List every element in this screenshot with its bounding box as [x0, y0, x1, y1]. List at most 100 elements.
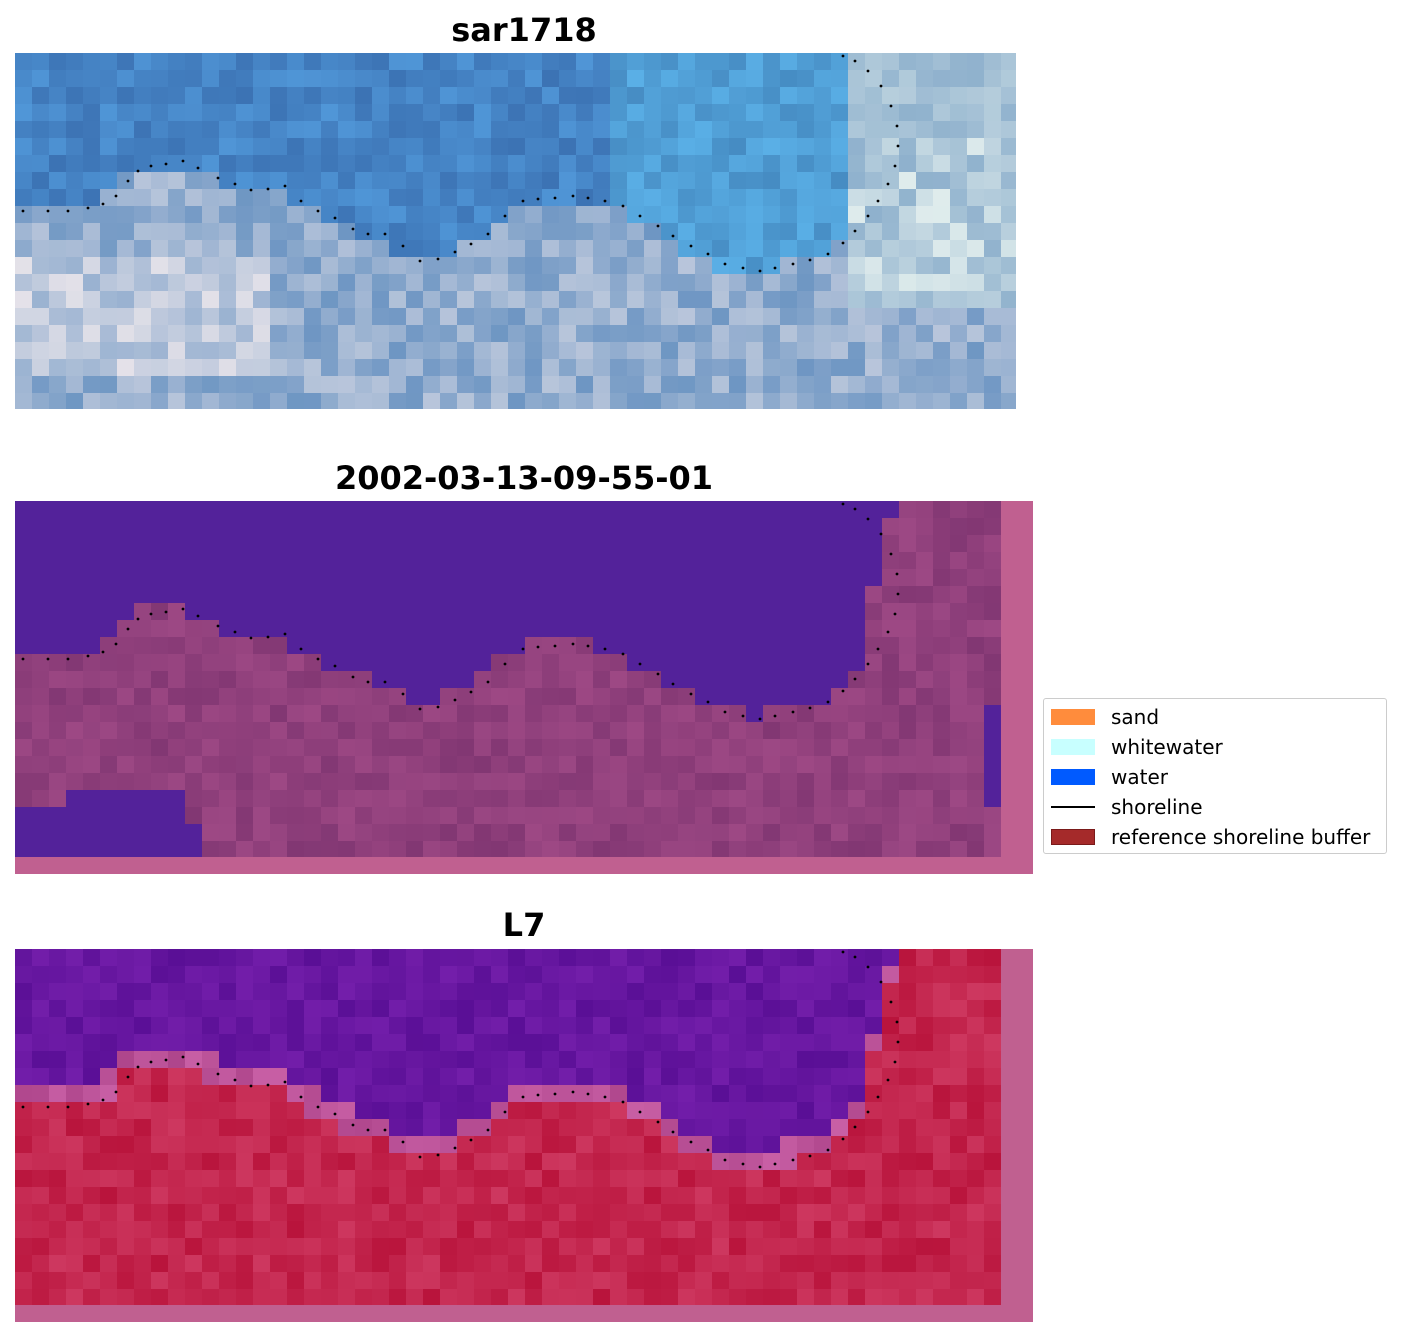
image-pixel — [695, 1221, 712, 1238]
image-pixel — [576, 206, 593, 223]
image-pixel — [916, 637, 933, 654]
image-pixel — [542, 671, 559, 688]
image-pixel — [814, 1136, 831, 1153]
image-pixel — [508, 654, 525, 671]
image-pixel — [185, 983, 202, 1000]
image-pixel — [814, 688, 831, 705]
image-pixel — [100, 620, 117, 637]
image-pixel — [202, 671, 219, 688]
image-pixel — [134, 586, 151, 603]
image-pixel — [831, 620, 848, 637]
image-pixel — [134, 569, 151, 586]
image-pixel — [712, 983, 729, 1000]
image-pixel — [967, 569, 984, 586]
image-pixel — [508, 688, 525, 705]
image-pixel — [15, 1255, 32, 1272]
image-pixel — [355, 603, 372, 620]
image-pixel — [576, 1136, 593, 1153]
image-pixel — [729, 1017, 746, 1034]
image-pixel — [899, 342, 916, 359]
image-pixel — [236, 824, 253, 841]
image-pixel — [508, 121, 525, 138]
image-pixel — [219, 155, 236, 172]
image-pixel — [542, 603, 559, 620]
image-pixel — [185, 620, 202, 637]
shoreline-point — [383, 1128, 387, 1132]
image-pixel — [168, 603, 185, 620]
image-pixel — [797, 291, 814, 308]
image-pixel — [134, 1255, 151, 1272]
image-pixel — [593, 620, 610, 637]
image-pixel — [916, 620, 933, 637]
image-pixel — [848, 104, 865, 121]
image-pixel — [542, 1102, 559, 1119]
image-pixel — [100, 569, 117, 586]
image-pixel — [321, 1221, 338, 1238]
image-pixel — [134, 1170, 151, 1187]
image-pixel — [763, 790, 780, 807]
image-pixel — [882, 342, 899, 359]
rgb-image — [15, 53, 1016, 409]
image-pixel — [134, 983, 151, 1000]
image-pixel — [491, 1170, 508, 1187]
image-pixel — [916, 654, 933, 671]
shoreline-point — [876, 647, 880, 651]
image-pixel — [168, 1221, 185, 1238]
image-pixel — [848, 308, 865, 325]
image-pixel — [423, 518, 440, 535]
image-pixel — [321, 569, 338, 586]
image-pixel — [627, 291, 644, 308]
image-pixel — [933, 807, 950, 824]
image-pixel — [916, 325, 933, 342]
image-pixel — [440, 1102, 457, 1119]
image-pixel — [66, 569, 83, 586]
image-pixel — [49, 1085, 66, 1102]
image-pixel — [236, 1051, 253, 1068]
image-pixel — [559, 172, 576, 189]
image-pixel — [695, 671, 712, 688]
image-pixel — [695, 206, 712, 223]
image-pixel — [100, 1272, 117, 1289]
image-pixel — [695, 1255, 712, 1272]
image-pixel — [338, 654, 355, 671]
image-pixel — [746, 705, 763, 722]
image-pixel — [678, 535, 695, 552]
image-pixel — [372, 671, 389, 688]
image-pixel — [933, 1000, 950, 1017]
image-pixel — [304, 620, 321, 637]
image-pixel — [253, 104, 270, 121]
image-pixel — [304, 359, 321, 376]
shoreline-point — [418, 1155, 422, 1159]
image-pixel — [270, 966, 287, 983]
image-pixel — [950, 1068, 967, 1085]
image-pixel — [457, 1000, 474, 1017]
image-pixel — [865, 807, 882, 824]
image-pixel — [338, 807, 355, 824]
image-pixel — [457, 206, 474, 223]
image-pixel — [287, 552, 304, 569]
image-pixel — [899, 1170, 916, 1187]
image-pixel — [627, 654, 644, 671]
image-pixel — [253, 739, 270, 756]
image-pixel — [559, 739, 576, 756]
image-pixel — [117, 1153, 134, 1170]
image-pixel — [236, 393, 253, 409]
image-pixel — [695, 1136, 712, 1153]
image-pixel — [100, 1051, 117, 1068]
image-pixel — [457, 1102, 474, 1119]
image-pixel — [678, 308, 695, 325]
image-pixel — [185, 70, 202, 87]
image-pixel — [253, 155, 270, 172]
image-pixel — [202, 824, 219, 841]
image-pixel — [729, 1187, 746, 1204]
shoreline-point — [638, 1110, 642, 1114]
image-pixel — [899, 807, 916, 824]
image-pixel — [389, 155, 406, 172]
image-pixel — [933, 70, 950, 87]
image-pixel — [389, 983, 406, 1000]
shoreline-point — [841, 241, 845, 245]
image-pixel — [882, 53, 899, 70]
image-pixel — [185, 325, 202, 342]
image-pixel — [746, 1051, 763, 1068]
image-pixel — [610, 257, 627, 274]
